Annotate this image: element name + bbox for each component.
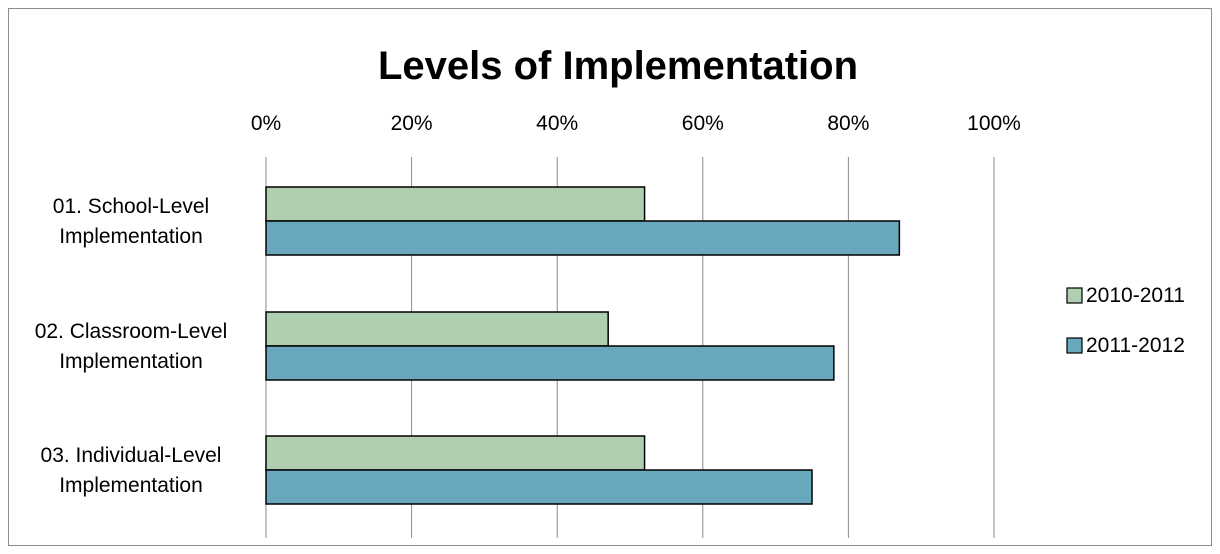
x-tick-label: 60% (682, 112, 724, 135)
category-label: 03. Individual-Level Implementation (41, 444, 222, 497)
legend-swatch (1066, 287, 1083, 304)
category-label-line: 01. School-Level (53, 195, 209, 218)
bars (265, 186, 901, 505)
legend-label: 2011-2012 (1086, 334, 1185, 357)
x-tick-label: 80% (827, 112, 869, 135)
bar-2011-2012 (265, 345, 835, 381)
category-label-line: 03. Individual-Level (41, 444, 222, 467)
category-label: 02. Classroom-Level Implementation (35, 320, 228, 373)
chart-title: Levels of Implementation (378, 44, 858, 88)
legend-label: 2010-2011 (1086, 284, 1185, 307)
x-tick-label: 0% (251, 112, 281, 135)
x-tick-label: 40% (536, 112, 578, 135)
x-tick-label: 100% (967, 112, 1021, 135)
category-label-line: Implementation (59, 350, 203, 373)
bar-2010-2011 (265, 186, 646, 222)
legend: 2010-2011 2011-2012 (1066, 284, 1185, 357)
bar-2011-2012 (265, 469, 813, 505)
category-label-line: 02. Classroom-Level (35, 320, 228, 343)
legend-swatch (1066, 337, 1083, 354)
x-tick-label: 20% (391, 112, 433, 135)
category-label-line: Implementation (59, 225, 203, 248)
category-label: 01. School-Level Implementation (53, 195, 209, 248)
bar-2011-2012 (265, 220, 901, 256)
category-label-line: Implementation (59, 474, 203, 497)
bar-2010-2011 (265, 435, 646, 471)
x-tick-labels: 0% 20% 40% 60% 80% 100% (251, 112, 1021, 135)
bar-2010-2011 (265, 311, 609, 347)
